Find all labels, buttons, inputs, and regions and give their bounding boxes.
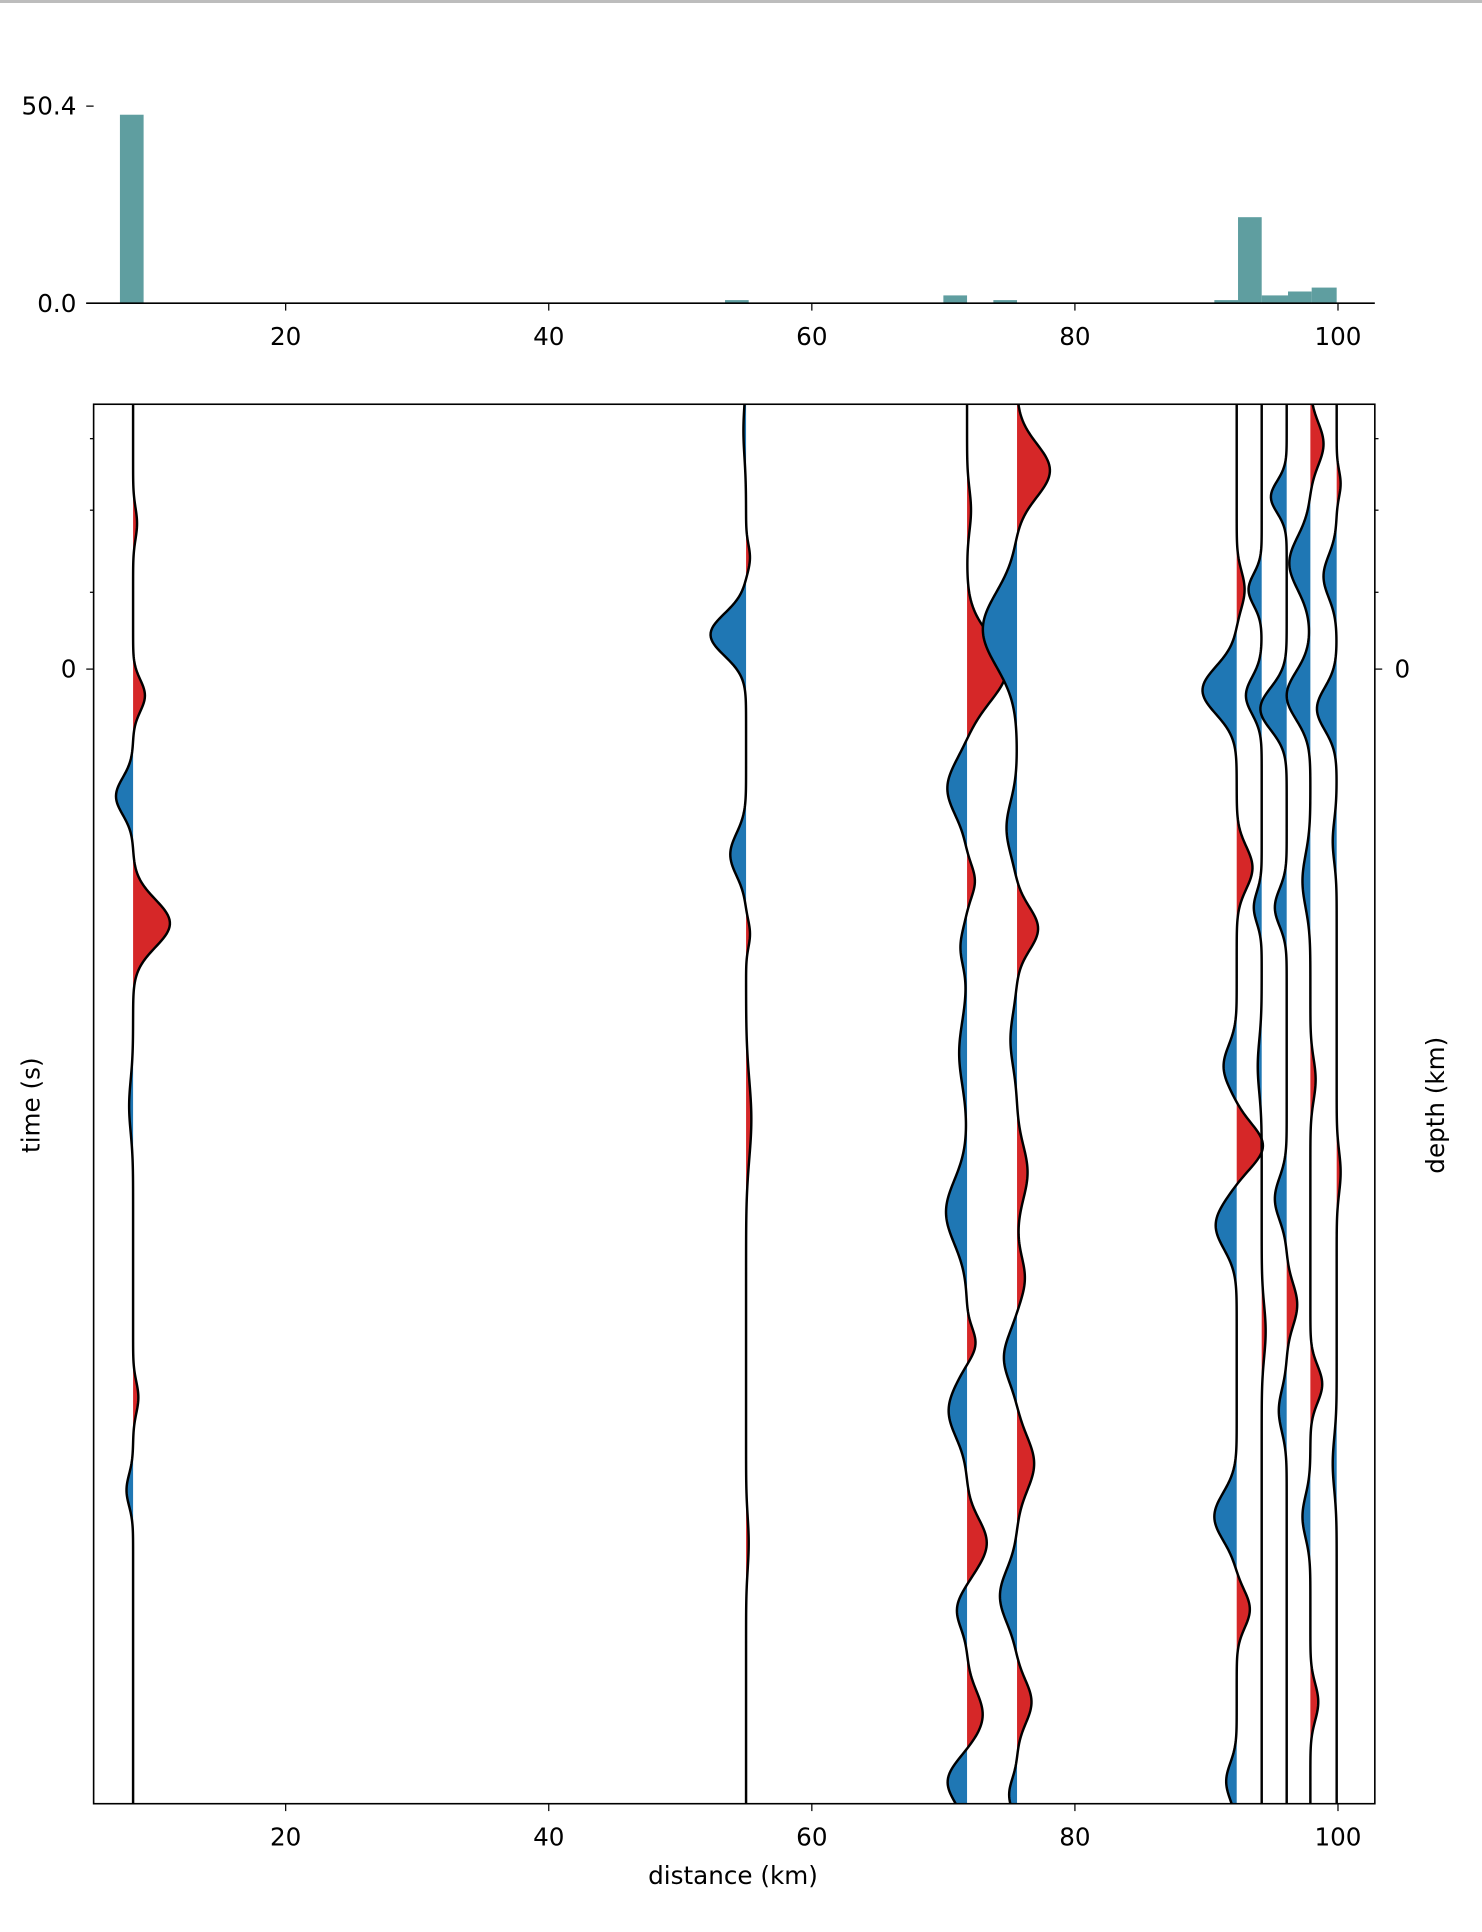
trace-positive-fill	[967, 404, 1007, 1804]
x-axis-label: distance (km)	[648, 1861, 818, 1890]
histogram-bar	[1261, 295, 1289, 304]
y-tick-label-left: 0	[61, 655, 77, 684]
window-top-border	[0, 0, 1482, 3]
trace	[709, 404, 753, 1804]
trace	[1315, 404, 1342, 1804]
histogram-x-tick-label: 100	[1314, 322, 1361, 351]
trace-negative-fill	[946, 404, 968, 1804]
histogram-bar	[119, 114, 144, 304]
histogram-bar	[1288, 291, 1312, 304]
histogram-y-tick-label: 50.4	[22, 92, 77, 121]
histogram-panel: 0.0 50.4 20 40 60 80 100	[22, 92, 1375, 351]
histogram-bar	[1311, 287, 1337, 304]
trace-line	[709, 404, 753, 1804]
axes-frame	[92, 403, 1376, 1805]
trace-line	[1259, 404, 1299, 1804]
x-tick-label: 20	[270, 1823, 301, 1852]
histogram-x-tick-label: 20	[270, 322, 301, 351]
histogram-bar	[1238, 217, 1262, 304]
trace-line	[1201, 404, 1265, 1804]
trace-negative-fill	[1202, 404, 1237, 1804]
trace-line	[981, 404, 1052, 1804]
trace	[981, 404, 1052, 1804]
trace-positive-fill	[746, 404, 752, 1804]
trace	[1201, 404, 1265, 1804]
trace-negative-fill	[115, 404, 134, 1804]
trace-positive-fill	[133, 404, 170, 1804]
trace-negative-fill	[710, 404, 747, 1804]
trace-line	[1244, 404, 1267, 1804]
trace-negative-fill	[1260, 404, 1287, 1804]
histogram-x-tick-label: 40	[533, 322, 564, 351]
histogram-x-tick-label: 60	[796, 322, 827, 351]
y-tick-label-right: 0	[1395, 655, 1411, 684]
x-tick-label: 100	[1314, 1823, 1361, 1852]
x-tick-label: 60	[796, 1823, 827, 1852]
histogram-bar	[943, 295, 968, 304]
trace-negative-fill	[1245, 404, 1262, 1804]
trace	[114, 404, 172, 1804]
trace	[1259, 404, 1299, 1804]
histogram-y-tick-label: 0.0	[37, 289, 76, 318]
trace-positive-fill	[1017, 404, 1050, 1804]
trace	[1285, 404, 1325, 1804]
histogram-x-tick-label: 80	[1059, 322, 1090, 351]
x-tick-label: 40	[533, 1823, 564, 1852]
trace-line	[114, 404, 172, 1804]
trace	[1244, 404, 1267, 1804]
trace-negative-fill	[1286, 404, 1311, 1804]
x-tick-label: 80	[1059, 1823, 1090, 1852]
trace-positive-fill	[1286, 404, 1298, 1804]
traces	[114, 404, 1342, 1804]
trace-line	[1315, 404, 1342, 1804]
histogram-bar	[993, 300, 1018, 304]
wiggle-panel: 20 40 60 80 100 0 0	[61, 403, 1411, 1852]
y-axis-label-right: depth (km)	[1421, 1037, 1450, 1174]
trace-line	[1285, 404, 1325, 1804]
y-axis-label-left: time (s)	[16, 1057, 45, 1153]
histogram-bar	[1214, 300, 1239, 304]
histogram-bar	[725, 300, 749, 304]
